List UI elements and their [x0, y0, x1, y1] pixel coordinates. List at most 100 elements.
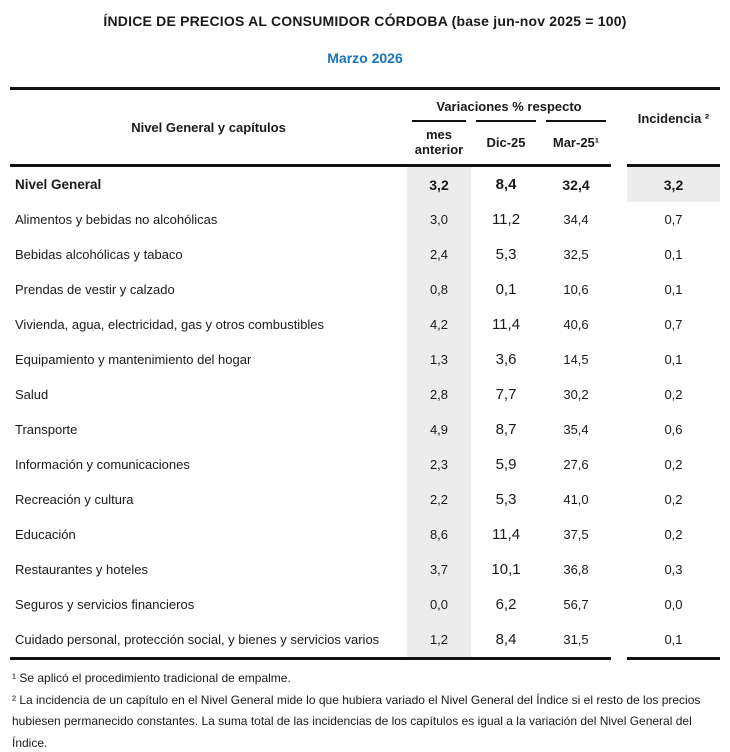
cell-mar25: 56,7 — [563, 597, 589, 612]
bottom-rule-incidencia-segment — [627, 657, 720, 660]
header-rule-incidencia-segment — [627, 164, 720, 167]
cell-mar25: 41,0 — [563, 492, 589, 507]
row-label: Bebidas alcohólicas y tabaco — [15, 247, 183, 262]
cell-mes-anterior: 1,3 — [407, 342, 471, 377]
footnotes: ¹ Se aplicó el procedimiento tradicional… — [10, 660, 720, 752]
subcolumn-rule — [546, 120, 606, 122]
row-label: Seguros y servicios financieros — [15, 597, 195, 612]
header-col-mar25: Mar-25¹ — [541, 117, 611, 164]
cell-gap — [611, 272, 627, 307]
cell-dic25: 5,3 — [495, 246, 517, 263]
cell-incidencia: 0,3 — [664, 562, 683, 577]
cell-dic25: 8,4 — [495, 631, 517, 648]
cell-incidencia: 0,2 — [664, 457, 683, 472]
row-label: Información y comunicaciones — [15, 457, 190, 472]
table-row: Cuidado personal, protección social, y b… — [10, 622, 720, 657]
row-label: Nivel General — [15, 177, 102, 192]
subcolumn-rule — [476, 120, 536, 122]
row-label: Salud — [15, 387, 49, 402]
cell-dic25: 0,1 — [495, 281, 517, 298]
cell-incidencia: 0,1 — [664, 247, 683, 262]
cell-mes-anterior: 4,2 — [407, 307, 471, 342]
table-bottom-rule — [10, 657, 720, 660]
cell-mar25: 35,4 — [563, 422, 589, 437]
cell-gap — [611, 447, 627, 482]
cell-gap — [611, 412, 627, 447]
header-gap — [611, 90, 627, 164]
cell-mar25: 34,4 — [563, 212, 589, 227]
table-row: Seguros y servicios financieros 0,0 6,2 … — [10, 587, 720, 622]
bottom-rule-gap — [611, 657, 627, 660]
table-row: Equipamiento y mantenimiento del hogar 1… — [10, 342, 720, 377]
header-subcolumns: mes anterior Dic-25 Mar-25¹ — [407, 117, 611, 164]
table-row: Restaurantes y hoteles 3,7 10,1 36,8 0,3 — [10, 552, 720, 587]
page-subtitle: Marzo 2026 — [327, 50, 403, 66]
header-variaciones-group: Variaciones % respecto mes anterior Dic-… — [407, 90, 611, 164]
row-label: Alimentos y bebidas no alcohólicas — [15, 212, 218, 227]
cell-gap — [611, 342, 627, 377]
cell-incidencia: 0,6 — [664, 422, 683, 437]
header-group-label: Variaciones % respecto — [436, 99, 582, 114]
cell-dic25: 7,7 — [495, 386, 517, 403]
cell-mes-anterior: 0,8 — [407, 272, 471, 307]
cell-gap — [611, 307, 627, 342]
cell-gap — [611, 482, 627, 517]
cell-mes-anterior: 1,2 — [407, 622, 471, 657]
cell-mar25: 32,5 — [563, 247, 589, 262]
cell-incidencia: 0,2 — [664, 492, 683, 507]
row-label: Transporte — [15, 422, 78, 437]
cell-dic25: 11,2 — [491, 211, 521, 228]
cell-mes-anterior: 3,2 — [407, 167, 471, 202]
footnote-2: ² La incidencia de un capítulo en el Niv… — [12, 692, 701, 750]
header-col-dic25: Dic-25 — [471, 117, 541, 164]
table-body: Nivel General 3,2 8,4 32,4 3,2 Alimentos… — [10, 167, 720, 657]
cell-dic25: 5,9 — [495, 456, 517, 473]
table-row: Alimentos y bebidas no alcohólicas 3,0 1… — [10, 202, 720, 237]
cell-mar25: 37,5 — [563, 527, 589, 542]
cell-mes-anterior: 3,0 — [407, 202, 471, 237]
cell-dic25: 3,6 — [495, 351, 517, 368]
row-label: Prendas de vestir y calzado — [15, 282, 175, 297]
cell-mar25: 14,5 — [563, 352, 589, 367]
cell-mes-anterior: 2,4 — [407, 237, 471, 272]
cell-gap — [611, 587, 627, 622]
row-label: Equipamiento y mantenimiento del hogar — [15, 352, 252, 367]
header-col-mes-anterior: mes anterior — [407, 117, 471, 164]
header-col-mes-anterior-label: mes anterior — [414, 127, 464, 157]
cell-gap — [611, 552, 627, 587]
table-row: Prendas de vestir y calzado 0,8 0,1 10,6… — [10, 272, 720, 307]
table-row: Vivienda, agua, electricidad, gas y otro… — [10, 307, 720, 342]
table-row: Nivel General 3,2 8,4 32,4 3,2 — [10, 167, 720, 202]
row-label: Recreación y cultura — [15, 492, 134, 507]
cell-mar25: 30,2 — [563, 387, 589, 402]
bottom-rule-left-segment — [10, 657, 611, 660]
cell-gap — [611, 622, 627, 657]
header-bottom-rule — [10, 164, 720, 167]
cell-incidencia: 0,1 — [664, 632, 683, 647]
header-incidencia-column: Incidencia ² — [637, 111, 710, 126]
cell-incidencia: 0,7 — [664, 317, 683, 332]
cell-dic25: 5,3 — [495, 491, 517, 508]
subcolumn-rule — [412, 120, 466, 122]
cell-gap — [611, 517, 627, 552]
table-row: Información y comunicaciones 2,3 5,9 27,… — [10, 447, 720, 482]
cell-dic25: 8,4 — [495, 176, 517, 193]
page-title: ÍNDICE DE PRECIOS AL CONSUMIDOR CÓRDOBA … — [103, 13, 627, 29]
table-header: Nivel General y capítulos Variaciones % … — [10, 90, 720, 164]
cell-mar25: 40,6 — [563, 317, 589, 332]
row-label: Educación — [15, 527, 76, 542]
header-rule-left-segment — [10, 164, 611, 167]
cell-mes-anterior: 4,9 — [407, 412, 471, 447]
cell-incidencia: 0,1 — [664, 282, 683, 297]
cell-incidencia: 0,1 — [664, 352, 683, 367]
cell-mes-anterior: 8,6 — [407, 517, 471, 552]
cell-mar25: 27,6 — [563, 457, 589, 472]
ipc-table: Nivel General y capítulos Variaciones % … — [10, 87, 720, 660]
cell-dic25: 6,2 — [495, 596, 517, 613]
header-col-dic25-label: Dic-25 — [486, 134, 526, 150]
cell-incidencia: 0,2 — [664, 387, 683, 402]
footnote-1: ¹ Se aplicó el procedimiento tradicional… — [12, 671, 291, 685]
cell-dic25: 10,1 — [491, 561, 521, 578]
cell-dic25: 11,4 — [491, 526, 521, 543]
